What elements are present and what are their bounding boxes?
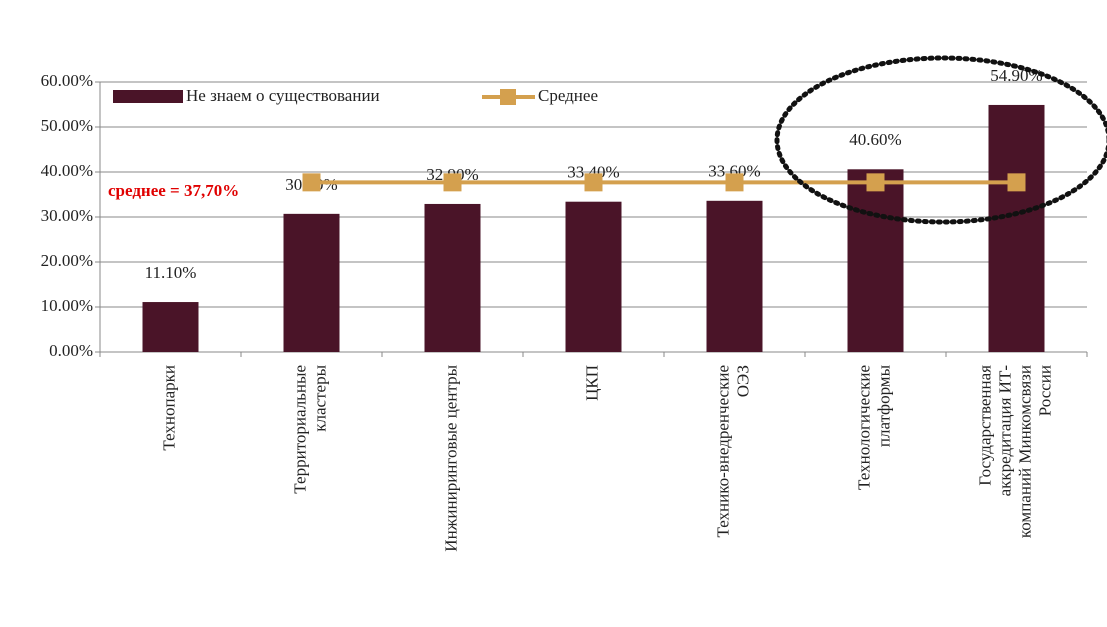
bar (283, 213, 340, 352)
line-marker (725, 173, 744, 192)
x-tick-label-line: Технологические (854, 365, 873, 490)
y-tick-label: 60.00% (41, 71, 93, 90)
x-tick-label-line: аккредитация ИТ- (995, 365, 1014, 497)
x-tick-label-line: кластеры (310, 364, 329, 431)
y-tick-label: 0.00% (49, 341, 93, 360)
data-label: 33.60% (708, 162, 760, 181)
x-tick-label-line: платформы (874, 364, 893, 447)
data-label: 33.40% (567, 163, 619, 182)
y-tick-label: 40.00% (41, 161, 93, 180)
y-tick-label: 20.00% (41, 251, 93, 270)
line-marker (866, 173, 885, 192)
x-tick-label: Государственнаяаккредитация ИТ-компаний … (975, 365, 1054, 538)
highlight-ellipse (774, 55, 1107, 225)
legend-label: Не знаем о существовании (186, 86, 380, 105)
bar (847, 169, 904, 352)
y-tick-label: 50.00% (41, 116, 93, 135)
annotation: среднее = 37,70% (108, 181, 239, 200)
line-marker (443, 173, 462, 192)
x-tick-label: Технико-внедренческиеОЭЗ (713, 365, 752, 538)
bar (706, 200, 763, 352)
line-marker (302, 173, 321, 192)
y-tick-label: 30.00% (41, 206, 93, 225)
line-marker (584, 173, 603, 192)
x-tick-label-line: Инжиниринговые центры (441, 364, 460, 551)
x-tick-label-line: России (1035, 365, 1054, 416)
x-tick-label: ЦКП (582, 365, 601, 401)
x-tick-label-line: Территориальные (290, 365, 309, 494)
x-tick-label: Технологическиеплатформы (854, 364, 893, 490)
x-tick-label: Территориальныекластеры (290, 364, 329, 493)
bar (565, 201, 622, 352)
legend-label: Среднее (538, 86, 598, 105)
legend-swatch (500, 89, 516, 105)
x-tick-label: Инжиниринговые центры (441, 364, 460, 551)
x-tick-label-line: Технико-внедренческие (713, 365, 732, 538)
legend-swatch (113, 90, 183, 103)
data-label: 11.10% (145, 263, 197, 282)
x-tick-label-line: Технопарки (159, 365, 178, 451)
x-tick-label-line: Государственная (975, 365, 994, 486)
x-tick-label: Технопарки (159, 365, 178, 451)
x-tick-label-line: ЦКП (582, 365, 601, 401)
x-tick-label-line: компаний Минкомсвязи (1015, 365, 1034, 538)
bar (142, 302, 199, 352)
y-tick-label: 10.00% (41, 296, 93, 315)
x-tick-label-line: ОЭЗ (733, 365, 752, 397)
line-marker (1007, 173, 1026, 192)
bar (424, 203, 481, 352)
bar (988, 104, 1045, 352)
data-label: 54.90% (990, 66, 1042, 85)
data-label: 40.60% (849, 130, 901, 149)
